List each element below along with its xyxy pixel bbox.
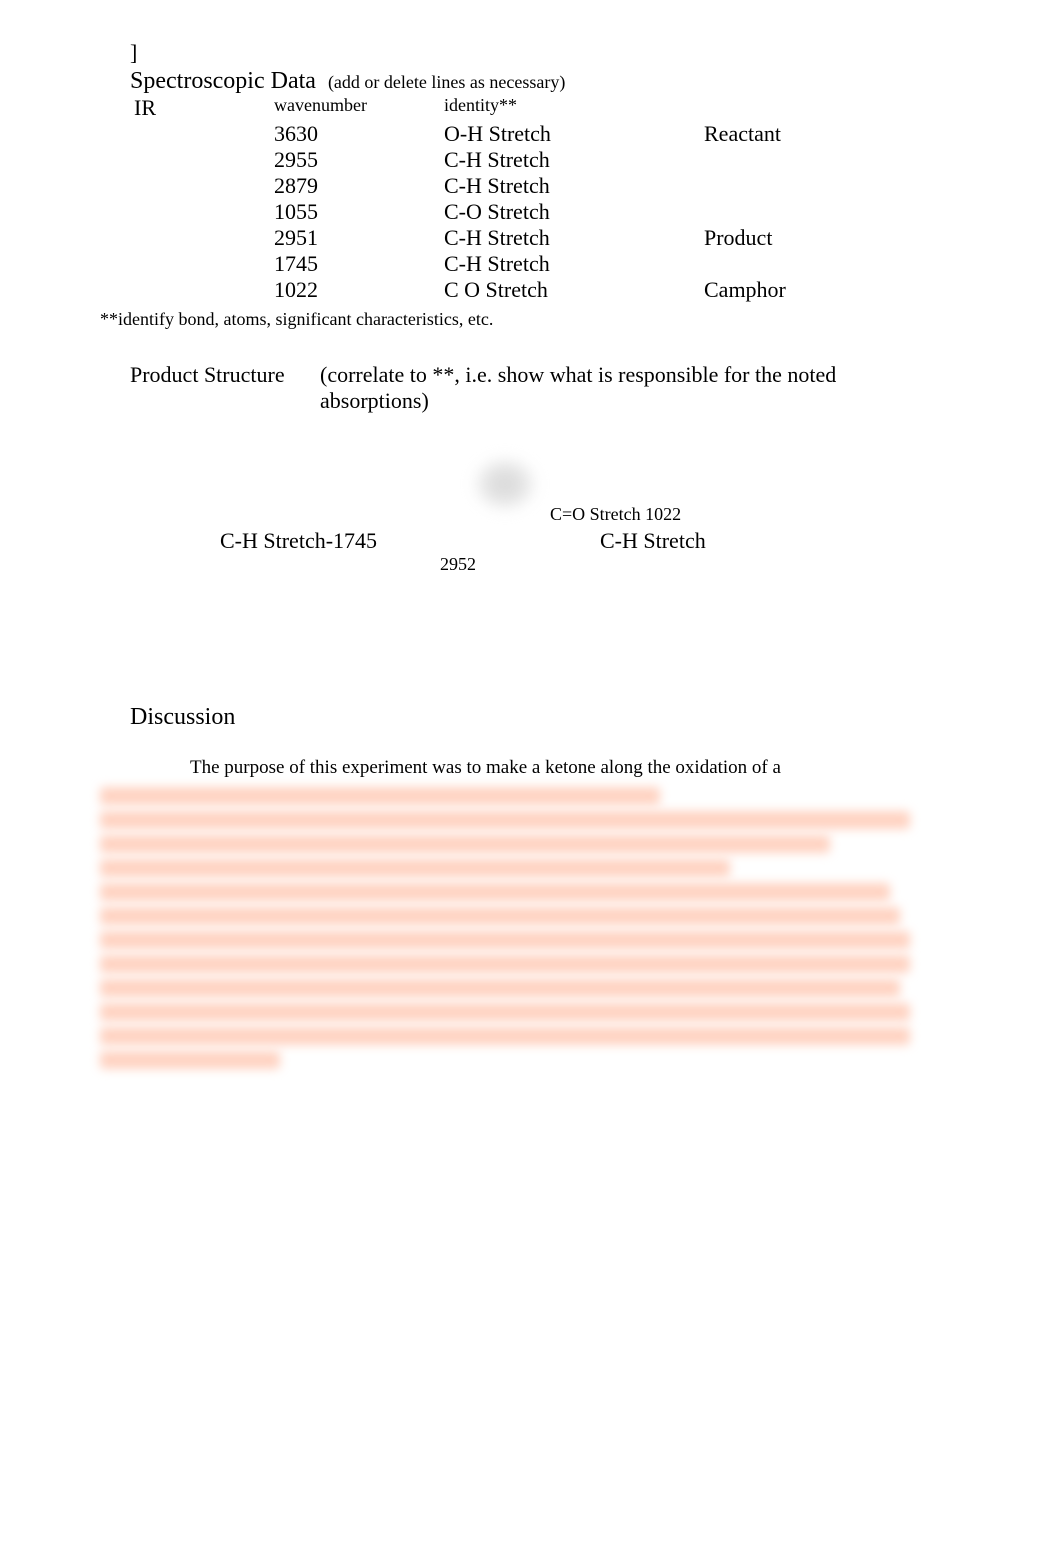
co-stretch-label: C=O Stretch 1022	[550, 504, 681, 525]
col-ir-label: IR	[130, 95, 270, 121]
redacted-line	[100, 859, 730, 877]
table-row: 1022 C O Stretch Camphor	[130, 277, 942, 303]
col-identity-label: identity**	[440, 95, 700, 121]
product-structure-desc: (correlate to **, i.e. show what is resp…	[320, 362, 942, 414]
wavenumber-cell: 1022	[270, 277, 440, 303]
redacted-line	[100, 955, 910, 973]
discussion-heading: Discussion	[130, 704, 942, 731]
wavenumber-cell: 1055	[270, 199, 440, 225]
redacted-line	[100, 811, 910, 829]
wavenumber-cell: 1745	[270, 251, 440, 277]
product-structure-label: Product Structure	[130, 362, 320, 388]
identity-cell: C-H Stretch	[440, 173, 700, 199]
redacted-line	[100, 1027, 910, 1045]
wavenumber-cell: 2879	[270, 173, 440, 199]
identity-cell: C-H Stretch	[440, 147, 700, 173]
identity-cell: O-H Stretch	[440, 121, 700, 147]
camphor-label: Camphor	[700, 277, 942, 303]
wavenumber-cell: 2955	[270, 147, 440, 173]
identify-footnote: **identify bond, atoms, significant char…	[100, 309, 942, 330]
spectroscopic-data-table: IR wavenumber identity** 3630 O-H Stretc…	[130, 95, 942, 303]
ch-stretch-left-label: C-H Stretch-1745	[220, 528, 377, 554]
identity-cell: C-O Stretch	[440, 199, 700, 225]
spec-header-main: Spectroscopic Data	[130, 68, 316, 94]
identity-cell: C-H Stretch	[440, 251, 700, 277]
redacted-line	[100, 979, 900, 997]
redacted-line	[100, 883, 890, 901]
identity-cell: C O Stretch	[440, 277, 700, 303]
table-header-row: IR wavenumber identity**	[130, 95, 942, 121]
redacted-line	[100, 907, 900, 925]
redacted-text-block	[100, 787, 942, 1069]
ch-stretch-right-label: C-H Stretch	[600, 528, 706, 554]
redacted-line	[100, 835, 830, 853]
structure-diagram: C=O Stretch 1022 C-H Stretch-1745 C-H St…	[130, 454, 942, 634]
reactant-label: Reactant	[700, 121, 942, 225]
spec-header-sub: (add or delete lines as necessary)	[328, 72, 565, 92]
redacted-line	[100, 787, 660, 805]
wavenumber-cell: 3630	[270, 121, 440, 147]
redacted-line	[100, 1051, 280, 1069]
redacted-line	[100, 931, 910, 949]
diagram-number: 2952	[440, 554, 476, 575]
table-row: 3630 O-H Stretch Reactant	[130, 121, 942, 147]
product-structure-section: Product Structure (correlate to **, i.e.…	[130, 362, 942, 414]
spectroscopic-data-header: Spectroscopic Data (add or delete lines …	[130, 68, 942, 95]
closing-bracket: ]	[130, 40, 942, 66]
redacted-line	[100, 1003, 910, 1021]
identity-cell: C-H Stretch	[440, 225, 700, 251]
table-row: 2951 C-H Stretch Product	[130, 225, 942, 251]
col-wavenumber-label: wavenumber	[270, 95, 440, 121]
wavenumber-cell: 2951	[270, 225, 440, 251]
molecule-placeholder-icon	[470, 454, 540, 514]
product-label: Product	[700, 225, 942, 277]
col-category-label	[700, 95, 942, 121]
discussion-first-line: The purpose of this experiment was to ma…	[130, 755, 942, 781]
